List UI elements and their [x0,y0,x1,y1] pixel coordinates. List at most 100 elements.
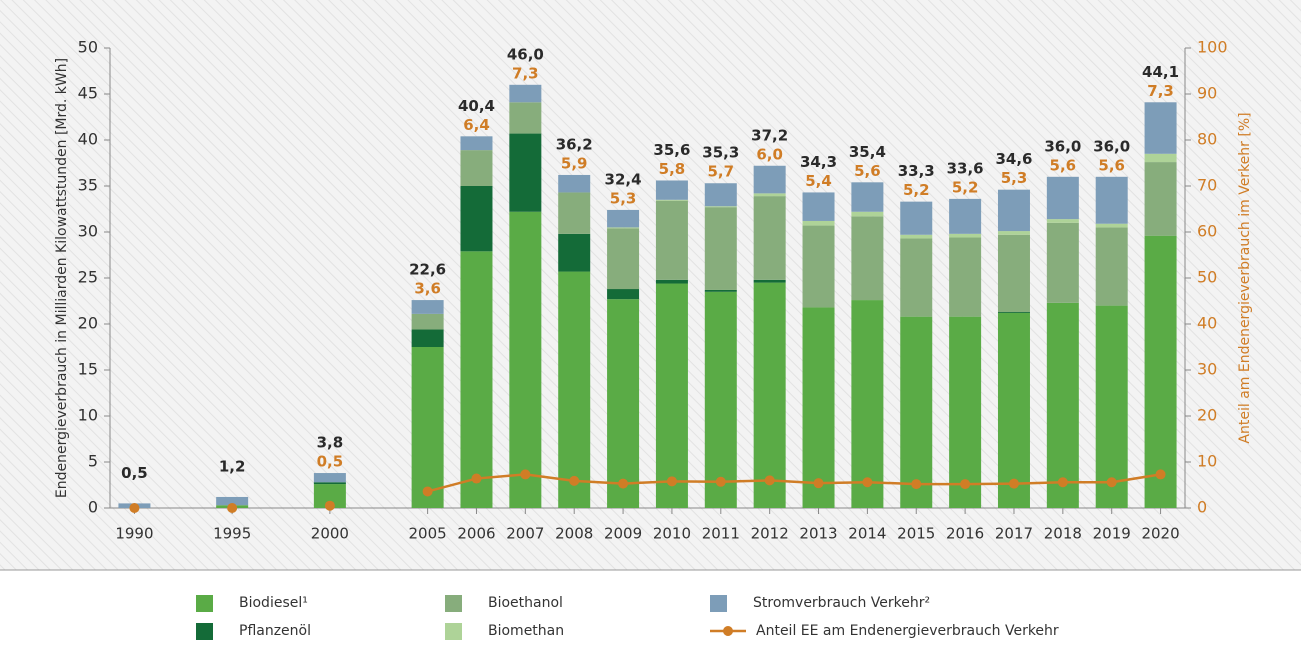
share-label: 0,5 [317,453,344,471]
line-point [911,479,922,490]
total-label: 33,6 [947,159,984,177]
bar-segment [558,233,591,272]
bar-segment [851,211,884,217]
total-label: 34,3 [800,153,837,171]
line-point [666,476,677,487]
bar-segment [802,307,835,508]
y-tick-label: 5 [88,452,98,471]
bar-segment [460,186,493,252]
bar-segment [411,300,444,314]
plot-background [0,0,1301,570]
total-label: 46,0 [507,45,544,63]
bar-segment [753,282,786,508]
bar-segment [802,192,835,221]
bar-segment [997,234,1030,313]
bar-segment [753,196,786,280]
bar-segment [313,473,346,483]
bar-segment [1046,219,1079,223]
bar-segment [509,211,542,508]
bar-segment [753,193,786,197]
bar-segment [1144,153,1177,163]
bar-segment [900,234,933,239]
bar-segment [313,484,346,508]
bar-segment [704,291,737,508]
bar-segment [997,312,1030,508]
x-tick-label: 2011 [702,525,740,543]
x-tick-label: 2016 [946,525,984,543]
bar-segment [704,207,737,290]
legend-swatch [445,595,462,612]
line-point [471,473,482,484]
y-tick-label: 45 [78,84,98,103]
legend-swatch [710,595,727,612]
bar-segment [411,347,444,508]
y2-tick-label: 70 [1197,176,1217,195]
y-tick-label: 30 [78,222,98,241]
line-point [764,475,775,486]
line-point [1155,469,1166,480]
bar-segment [216,496,249,506]
bar-segment [509,102,542,134]
y-tick-label: 0 [88,498,98,517]
x-tick-label: 1995 [213,525,251,543]
x-tick-label: 2020 [1141,525,1179,543]
share-label: 7,3 [1147,82,1174,100]
legend-marker [723,626,733,636]
x-tick-label: 2005 [409,525,447,543]
x-tick-label: 2010 [653,525,691,543]
total-label: 44,1 [1142,63,1179,81]
bar-segment [607,228,640,290]
bar-segment [997,231,1030,235]
line-point [227,503,238,513]
bar-segment [851,182,884,212]
line [427,473,1161,493]
y-tick-label: 15 [78,360,98,379]
bar-segment [1095,305,1128,508]
bar-segment [460,150,493,186]
x-tick-label: 2018 [1044,525,1082,543]
line-point [813,478,824,489]
bar-segment [411,329,444,347]
legend-label: Stromverbrauch Verkehr² [753,595,930,611]
y-tick-label: 50 [78,38,98,57]
legend-label: Pflanzenöl [239,623,311,639]
bar-segment [900,238,933,317]
y-tick-label: 20 [78,314,98,333]
bar-segment [655,199,688,201]
line-point [1008,478,1019,489]
line-point [324,500,335,511]
bar-segment [900,201,933,235]
bar-segment [1046,176,1079,220]
bar-segment [802,225,835,308]
bar-segment [411,313,444,330]
bar-segment [1144,162,1177,236]
bar-segment [802,220,835,226]
legend-label: Biodiesel¹ [239,595,308,611]
share-label: 6,4 [463,116,490,134]
x-tick-label: 1990 [115,525,153,543]
bar-segment [997,312,1030,313]
y2-tick-label: 10 [1197,452,1217,471]
y2-tick-label: 90 [1197,84,1217,103]
bar-segment [313,482,346,485]
bar-segment [655,200,688,280]
bar-segment [949,198,982,234]
line-point [715,476,726,487]
total-label: 35,6 [653,141,690,159]
bar-segment [949,233,982,238]
bar-segment [460,136,493,151]
line-point [862,477,873,488]
bar-segment [753,165,786,194]
y2-tick-label: 80 [1197,130,1217,149]
total-label: 40,4 [458,97,495,115]
share-label: 5,4 [805,172,832,190]
bar-segment [607,289,640,300]
x-tick-label: 2009 [604,525,642,543]
total-label: 0,5 [121,464,148,482]
line-point [618,478,629,489]
legend-swatch [196,623,213,640]
share-label: 5,9 [561,154,588,172]
legend-label: Anteil EE am Endenergieverbrauch Verkehr [756,623,1059,639]
x-tick-label: 2006 [457,525,495,543]
total-label: 34,6 [995,150,1032,168]
